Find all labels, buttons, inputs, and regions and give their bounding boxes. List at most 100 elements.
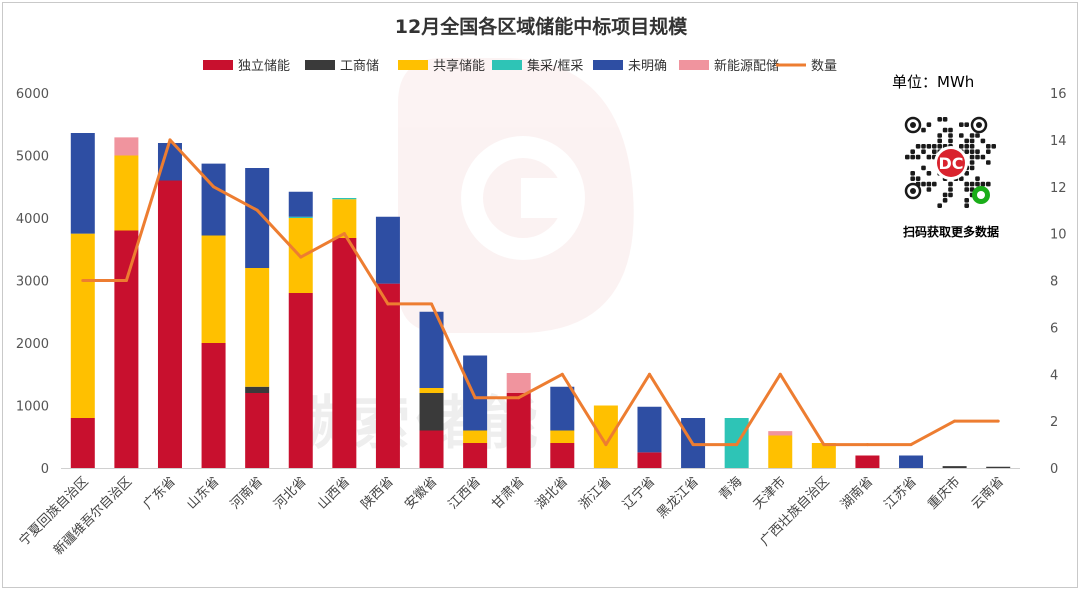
bar-segment: [986, 466, 1011, 468]
line-point: [691, 443, 695, 447]
bar-segment: [463, 430, 488, 443]
legend-label: 数量: [811, 59, 837, 74]
line-point: [909, 443, 913, 447]
x-tick-label: 辽宁省: [619, 474, 658, 513]
legend-swatch: [492, 60, 522, 70]
qr-code-icon: DC: [899, 111, 1003, 215]
x-tick-label: 天津市: [750, 474, 789, 513]
bar-segment: [506, 393, 531, 468]
x-tick-label: 河南省: [227, 474, 266, 513]
bar-segment: [637, 406, 662, 453]
line-point: [255, 208, 259, 212]
line-point: [604, 443, 608, 447]
x-tick-label: 重庆市: [925, 474, 964, 513]
legend-swatch: [593, 60, 623, 70]
bar-segment: [811, 443, 836, 468]
bar-segment: [375, 283, 400, 468]
y-right-tick-label: 0: [1050, 462, 1058, 477]
line-point: [430, 302, 434, 306]
line-point: [647, 372, 651, 376]
line-point: [953, 419, 957, 423]
bar-segment: [245, 393, 270, 468]
line-series-count: [82, 138, 999, 447]
x-tick-label: 山西省: [315, 474, 353, 512]
line-point: [299, 255, 303, 259]
bar-segment: [114, 155, 139, 231]
line-point: [822, 443, 826, 447]
bar-segment: [245, 268, 270, 387]
legend-label: 未明确: [628, 59, 667, 74]
legend-label: 新能源配储: [714, 58, 779, 74]
line-point: [996, 419, 1000, 423]
line-point: [386, 302, 390, 306]
x-tick-label: 安徽省: [402, 474, 440, 512]
line-point: [735, 443, 739, 447]
bar-segment: [114, 230, 139, 468]
y-left-tick-label: 4000: [16, 212, 49, 227]
bar-segment: [70, 233, 95, 418]
line-point: [865, 443, 869, 447]
y-left-tick-label: 6000: [16, 87, 49, 102]
bar-segment: [157, 180, 182, 468]
bar-segment: [245, 386, 270, 393]
bar-segment: [288, 293, 313, 468]
x-tick-label: 陕西省: [359, 474, 397, 512]
y-right-tick-label: 6: [1050, 321, 1058, 336]
legend-swatch: [203, 60, 233, 70]
y-right-tick-label: 12: [1050, 181, 1067, 196]
y-left-tick-label: 3000: [16, 275, 49, 290]
bar-segment: [855, 455, 880, 468]
y-left-tick-label: 5000: [16, 150, 49, 165]
x-tick-label: 湖南省: [837, 474, 876, 513]
y-right-tick-label: 10: [1050, 228, 1067, 243]
line-point: [342, 232, 346, 236]
bar-segment: [768, 435, 793, 468]
line-point: [212, 185, 216, 189]
line-point: [124, 279, 128, 282]
y-right-tick-label: 4: [1050, 368, 1058, 383]
line-point: [560, 372, 564, 376]
y-left-tick-label: 0: [41, 462, 49, 477]
bar-segment: [419, 388, 444, 393]
bar-segment: [419, 430, 444, 468]
line-point: [517, 396, 521, 400]
line-point: [168, 138, 172, 142]
watermark-text: 碳索储能: [288, 389, 544, 457]
logo-watermark-icon: [398, 58, 634, 333]
bar-segment: [288, 191, 313, 217]
chart-canvas: 碳索储能 12月全国各区域储能中标项目规模 独立储能 工商储 共享储能 集采/框采 未明…: [16, 15, 1067, 559]
bar-segment: [70, 133, 95, 234]
bar-segment: [550, 443, 575, 468]
y-right-tick-label: 8: [1050, 275, 1058, 290]
line-point: [778, 372, 782, 376]
bar-segment: [899, 455, 924, 468]
x-tick-label: 山东省: [184, 474, 222, 512]
legend-label: 集采/框采: [527, 58, 583, 74]
svg-text:DC: DC: [938, 154, 963, 173]
bar-segment: [550, 430, 575, 443]
bar-segment: [288, 216, 313, 218]
chart-legend: 独立储能 工商储 共享储能 集采/框采 未明确 新能源配储 数量: [203, 58, 837, 74]
bar-segment: [593, 405, 618, 468]
y-left-tick-label: 2000: [16, 337, 49, 352]
x-tick-label: 新疆维吾尔自治区: [50, 474, 135, 559]
legend-label: 工商储: [340, 59, 379, 74]
bar-segment: [201, 343, 226, 468]
bar-segment: [637, 452, 662, 468]
legend-swatch: [679, 60, 709, 70]
x-tick-label: 青海: [716, 474, 745, 503]
bar-segment: [768, 431, 793, 436]
line-point: [81, 279, 85, 282]
legend-swatch: [398, 60, 428, 70]
bar-segment: [463, 355, 488, 431]
x-tick-label: 甘肃省: [489, 474, 527, 512]
x-tick-label: 湖北省: [533, 474, 571, 512]
bar-segment: [419, 393, 444, 431]
bar-segment: [201, 235, 226, 343]
y-right-tick-label: 2: [1050, 415, 1058, 430]
bar-segment: [375, 216, 400, 284]
y-right-tick-label: 14: [1050, 134, 1067, 149]
legend-label: 独立储能: [238, 59, 290, 74]
bar-segment: [201, 163, 226, 236]
